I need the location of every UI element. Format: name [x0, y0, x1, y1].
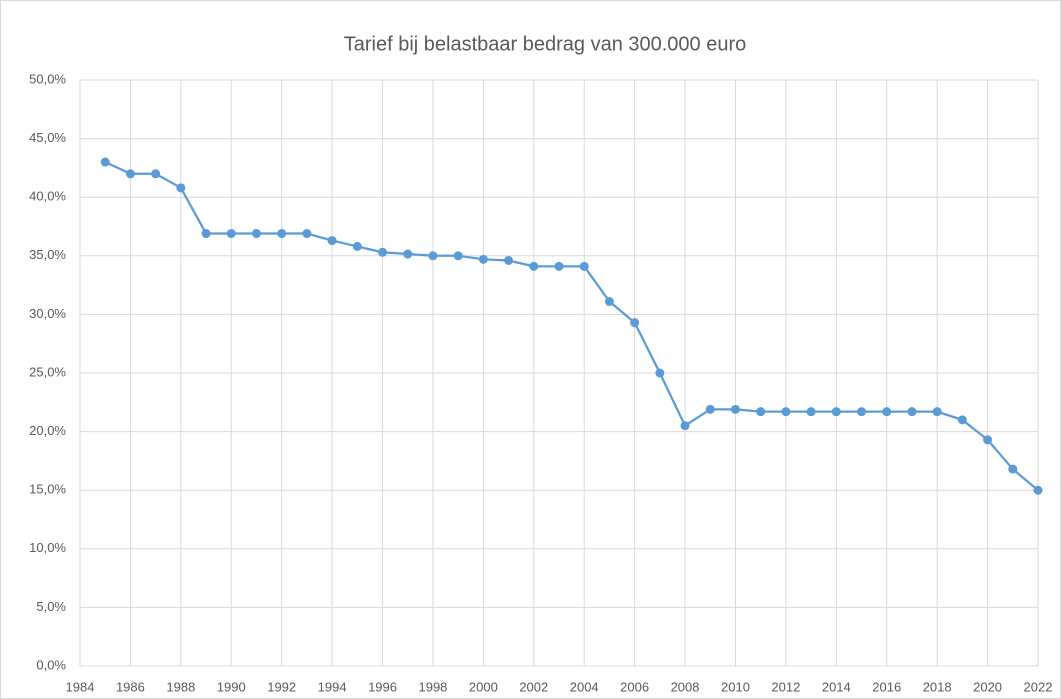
marker	[100, 157, 110, 167]
x-tick-label: 2002	[519, 679, 548, 694]
y-tick-label: 45,0%	[29, 130, 66, 145]
x-tick-label: 1998	[418, 679, 447, 694]
marker	[478, 254, 488, 264]
y-tick-label: 50,0%	[29, 71, 66, 86]
x-tick-label: 2020	[973, 679, 1002, 694]
x-tick-label: 2014	[822, 679, 851, 694]
marker	[554, 261, 564, 271]
marker	[756, 407, 766, 417]
marker	[251, 229, 261, 239]
marker	[327, 236, 337, 246]
x-tick-label: 2012	[771, 679, 800, 694]
marker	[680, 421, 690, 431]
x-tick-label: 1994	[318, 679, 347, 694]
marker	[730, 404, 740, 414]
y-tick-label: 25,0%	[29, 364, 66, 379]
marker	[806, 407, 816, 417]
x-tick-label: 1996	[368, 679, 397, 694]
x-tick-label: 1986	[116, 679, 145, 694]
x-tick-label: 1988	[166, 679, 195, 694]
marker	[125, 169, 135, 179]
x-tick-label: 2022	[1024, 679, 1053, 694]
y-tick-label: 40,0%	[29, 189, 66, 204]
x-tick-label: 2010	[721, 679, 750, 694]
marker	[151, 169, 161, 179]
y-tick-label: 0,0%	[36, 657, 66, 672]
marker	[579, 261, 589, 271]
y-tick-label: 20,0%	[29, 423, 66, 438]
marker	[277, 229, 287, 239]
marker	[176, 183, 186, 193]
marker	[1033, 485, 1043, 495]
marker	[781, 407, 791, 417]
y-tick-label: 30,0%	[29, 306, 66, 321]
chart-title: Tarief bij belastbaar bedrag van 300.000…	[344, 33, 747, 55]
marker	[831, 407, 841, 417]
marker	[983, 435, 993, 445]
x-tick-label: 2000	[469, 679, 498, 694]
marker	[378, 247, 388, 257]
marker	[403, 249, 413, 259]
x-tick-label: 2018	[923, 679, 952, 694]
y-tick-label: 35,0%	[29, 247, 66, 262]
marker	[932, 407, 942, 417]
y-tick-label: 5,0%	[36, 599, 66, 614]
marker	[630, 318, 640, 328]
marker	[428, 251, 438, 261]
marker	[453, 251, 463, 261]
x-tick-label: 2006	[620, 679, 649, 694]
x-tick-label: 1992	[267, 679, 296, 694]
marker	[226, 229, 236, 239]
marker	[882, 407, 892, 417]
x-tick-label: 2016	[872, 679, 901, 694]
x-tick-label: 2008	[671, 679, 700, 694]
x-tick-label: 1984	[66, 679, 95, 694]
x-tick-label: 2004	[570, 679, 599, 694]
x-tick-label: 1990	[217, 679, 246, 694]
marker	[655, 368, 665, 378]
y-tick-label: 15,0%	[29, 482, 66, 497]
marker	[201, 229, 211, 239]
marker	[1008, 464, 1018, 474]
marker	[604, 297, 614, 307]
marker	[857, 407, 867, 417]
marker	[352, 241, 362, 251]
marker	[504, 255, 514, 265]
marker	[907, 407, 917, 417]
marker	[957, 415, 967, 425]
marker	[529, 261, 539, 271]
marker	[705, 404, 715, 414]
marker	[302, 229, 312, 239]
y-tick-label: 10,0%	[29, 540, 66, 555]
